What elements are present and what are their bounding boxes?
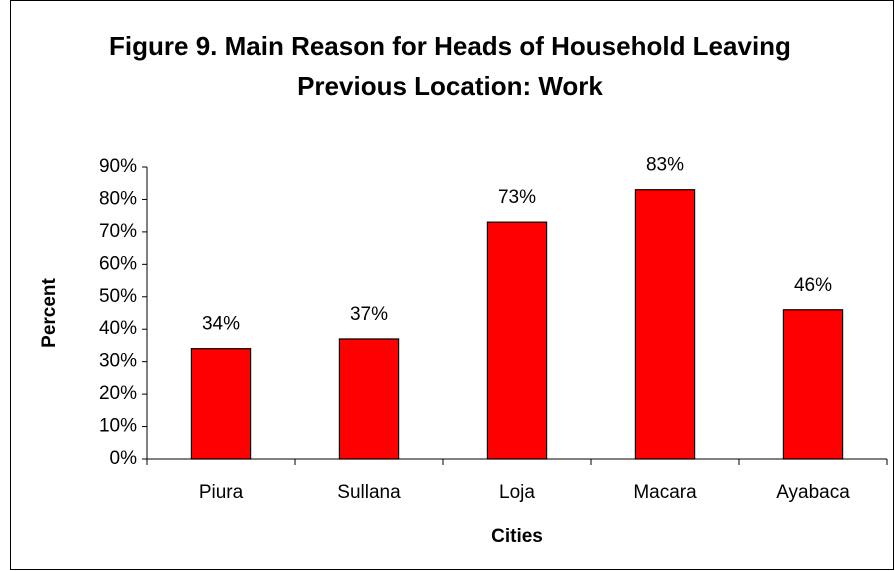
- y-tick-label: 60%: [99, 253, 137, 274]
- chart-title: Figure 9. Main Reason for Heads of House…: [109, 31, 791, 101]
- y-tick-label: 80%: [99, 188, 137, 209]
- y-axis-label: Percent: [39, 277, 60, 347]
- y-tick-label: 10%: [99, 416, 137, 437]
- data-label: 37%: [350, 304, 388, 325]
- x-tick-label: Sullana: [337, 482, 401, 503]
- y-tick-label: 20%: [99, 383, 137, 404]
- bar: [486, 221, 548, 460]
- data-label: 34%: [202, 314, 240, 335]
- y-tick-label: 70%: [99, 221, 137, 242]
- data-label: 73%: [498, 187, 536, 208]
- x-tick-label: Piura: [199, 482, 244, 503]
- y-tick-label: 0%: [110, 448, 138, 469]
- y-tick-label: 90%: [99, 156, 137, 177]
- x-tick-label: Loja: [499, 482, 535, 503]
- chart-border: [10, 0, 894, 570]
- bar: [190, 348, 252, 460]
- y-tick-label: 30%: [99, 351, 137, 372]
- data-label: 83%: [646, 155, 684, 176]
- y-tick-label: 40%: [99, 318, 137, 339]
- x-axis-label: Cities: [491, 526, 543, 547]
- x-tick-label: Ayabaca: [776, 482, 850, 503]
- bar: [634, 189, 696, 460]
- bar: [338, 338, 400, 460]
- data-label: 46%: [794, 275, 832, 296]
- bar: [782, 309, 844, 460]
- x-tick-label: Macara: [633, 482, 697, 503]
- y-tick-label: 50%: [99, 286, 137, 307]
